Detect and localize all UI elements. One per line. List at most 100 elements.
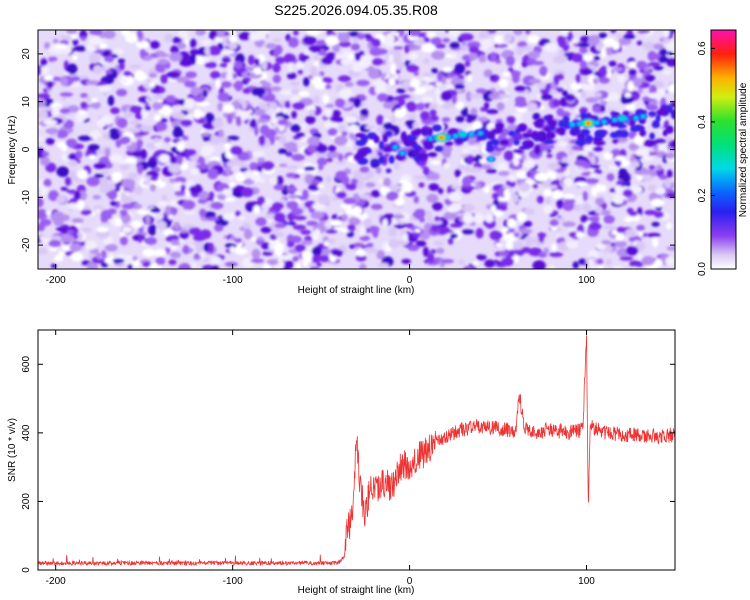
heatmap-speckle (341, 213, 348, 221)
heatmap-speckle (224, 142, 232, 151)
heatmap-speckle (185, 71, 197, 79)
heatmap-speckle (597, 264, 604, 269)
heatmap-speckle (225, 73, 233, 81)
heatmap-speckle (577, 42, 591, 48)
heatmap-speckle (188, 227, 201, 236)
heatmap-speckle (665, 152, 675, 160)
heatmap-speckle (149, 156, 158, 162)
heatmap-speckle (545, 83, 551, 94)
heatmap-speckle (282, 108, 288, 114)
heatmap-speckle (60, 76, 68, 87)
heatmap-speckle (66, 189, 76, 194)
heatmap-speckle (277, 254, 291, 261)
heatmap-speckle (375, 127, 384, 133)
heatmap-speckle (217, 136, 227, 144)
heatmap-speckle (60, 186, 69, 191)
heatmap-speckle (666, 193, 675, 198)
heatmap-speckle (375, 166, 382, 174)
heatmap-speckle (173, 221, 181, 230)
heatmap-speckle (85, 80, 99, 85)
heatmap-speckle (177, 42, 187, 50)
heatmap-speckle (447, 238, 454, 245)
heatmap-speckle (301, 55, 310, 60)
heatmap-speckle (336, 160, 346, 165)
heatmap-speckle (335, 191, 347, 199)
heatmap-speckle (614, 155, 627, 161)
heatmap-speckle (100, 115, 114, 125)
heatmap-speckle (222, 188, 232, 196)
heatmap-band-speckle (517, 123, 528, 132)
heatmap-speckle (66, 202, 80, 210)
heatmap-speckle (204, 112, 215, 123)
heatmap-speckle (608, 60, 617, 67)
heatmap-speckle (543, 188, 552, 197)
heatmap-band-speckle (410, 129, 422, 136)
heatmap-speckle (580, 68, 594, 75)
heatmap-speckle (348, 96, 356, 103)
heatmap-speckle (295, 61, 305, 70)
heatmap-band-speckle (555, 127, 566, 134)
heatmap-speckle (190, 167, 200, 176)
heatmap-speckle (169, 52, 183, 62)
heatmap-speckle (54, 43, 68, 49)
heatmap-speckle (360, 108, 369, 116)
heatmap-speckle (150, 175, 159, 182)
heatmap-speckle (334, 135, 348, 146)
heatmap-speckle (620, 95, 634, 105)
heatmap-speckle (87, 144, 100, 152)
heatmap-speckle (52, 211, 64, 218)
heatmap-speckle (593, 168, 603, 174)
heatmap-speckle (536, 195, 544, 204)
heatmap-speckle (471, 120, 483, 130)
heatmap-speckle (363, 247, 374, 254)
heatmap-speckle (127, 127, 141, 133)
heatmap-band-speckle (584, 135, 594, 144)
heatmap-speckle (102, 30, 116, 40)
heatmap-speckle (502, 71, 512, 77)
heatmap-speckle (553, 179, 561, 186)
heatmap-speckle (610, 242, 616, 247)
heatmap-speckle (472, 261, 479, 266)
heatmap-speckle (229, 35, 238, 43)
heatmap-speckle (184, 149, 197, 156)
heatmap-band-speckle (427, 127, 433, 137)
heatmap-speckle (335, 98, 346, 108)
heatmap-speckle (228, 42, 238, 50)
heatmap-speckle (70, 243, 82, 252)
heatmap-speckle (84, 240, 97, 250)
heatmap-speckle (446, 72, 455, 79)
heatmap-speckle (431, 220, 443, 225)
heatmap-speckle (78, 110, 86, 115)
heatmap-speckle (653, 66, 664, 71)
heatmap-speckle (512, 193, 519, 203)
heatmap-speckle (303, 50, 312, 55)
heatmap-speckle (423, 37, 430, 43)
colorbar-tick-label: 0.6 (697, 41, 708, 55)
heatmap-speckle (662, 38, 671, 44)
heatmap-speckle (352, 62, 362, 73)
heatmap-speckle (207, 168, 219, 180)
heatmap-band-speckle (477, 136, 487, 141)
heatmap-speckle (208, 242, 215, 254)
heatmap-speckle (614, 185, 623, 194)
heatmap-speckle (59, 34, 69, 40)
heatmap-speckle (38, 93, 50, 99)
heatmap-speckle (89, 52, 101, 64)
heatmap-speckle (286, 200, 299, 210)
heatmap-speckle (217, 92, 230, 102)
heatmap-speckle (292, 255, 299, 262)
heatmap-speckle (527, 34, 540, 44)
heatmap-speckle (582, 54, 594, 61)
heatmap-speckle (66, 30, 78, 35)
heatmap-speckle (449, 202, 461, 212)
heatmap-speckle (653, 80, 664, 88)
heatmap-speckle (44, 74, 53, 81)
heatmap-speckle (330, 249, 344, 257)
heatmap-band-speckle (594, 129, 606, 139)
heatmap-speckle (285, 172, 297, 178)
heatmap-speckle (217, 102, 224, 112)
heatmap-speckle (484, 259, 495, 268)
heatmap-band-speckle (535, 118, 545, 124)
heatmap-speckle (279, 134, 287, 145)
heatmap-speckle (152, 102, 164, 110)
